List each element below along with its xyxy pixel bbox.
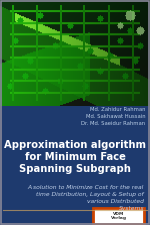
Text: Md. Zahidur Rahman
Md. Sakhawat Hussain
Dr. Md. Saeidur Rahman: Md. Zahidur Rahman Md. Sakhawat Hussain …	[81, 107, 146, 126]
Text: Approximation algorithm
for Minimum Face
Spanning Subgraph: Approximation algorithm for Minimum Face…	[4, 140, 146, 174]
Text: VDM
Verlag: VDM Verlag	[111, 212, 126, 220]
Text: A solution to Minimize Cost for the real
time Distribution, Layout & Setup of
va: A solution to Minimize Cost for the real…	[28, 185, 144, 211]
FancyBboxPatch shape	[93, 208, 144, 224]
